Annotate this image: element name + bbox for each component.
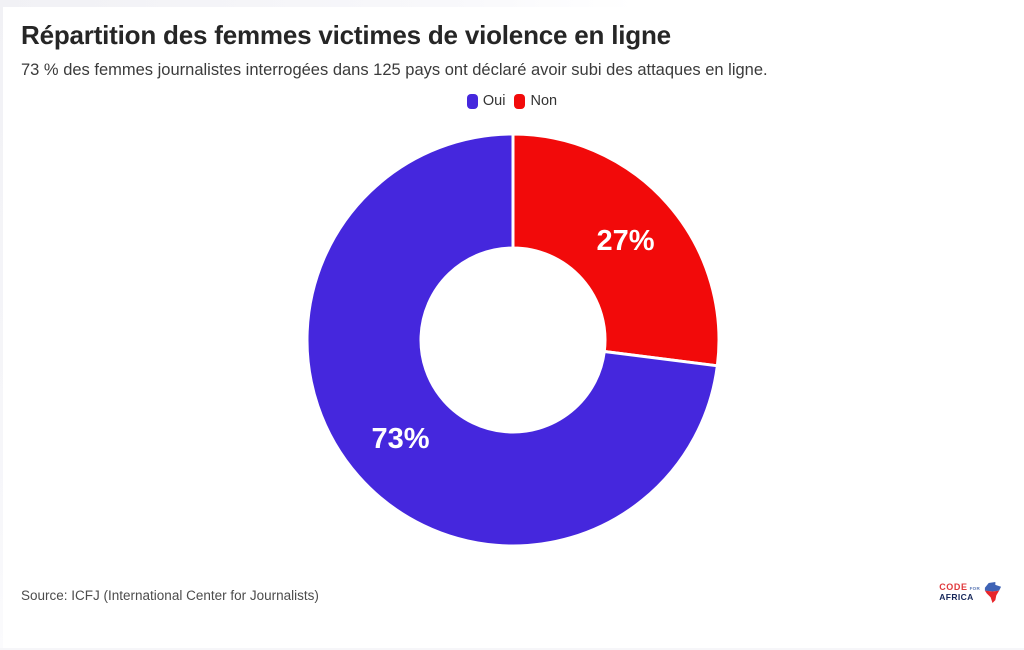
- chart-title: Répartition des femmes victimes de viole…: [21, 20, 671, 50]
- legend-label-oui: Oui: [482, 93, 506, 109]
- chart-subtitle: 73 % des femmes journalistes interrogées…: [21, 61, 768, 79]
- logo-code-text: CODE: [939, 582, 968, 593]
- source-note: Source: ICFJ (International Center for J…: [21, 588, 319, 603]
- window-edge-top: [0, 0, 635, 7]
- window-edge-left: [0, 0, 3, 650]
- legend-swatch-oui: [466, 93, 478, 109]
- chart-legend: Oui Non: [0, 93, 1024, 109]
- africa-map-top: [984, 582, 1002, 592]
- logo-for-text: FOR: [969, 586, 980, 592]
- legend-swatch-non: [514, 93, 526, 109]
- code-for-africa-logo[interactable]: CODE FOR AFRICA: [939, 581, 1002, 604]
- slice-label-oui: 73%: [371, 423, 429, 455]
- legend-label-non: Non: [530, 93, 558, 109]
- slice-label-non: 27%: [596, 225, 654, 257]
- africa-map-bottom: [984, 590, 1000, 603]
- donut-chart: 27% 73%: [305, 132, 721, 548]
- logo-africa-text: AFRICA: [939, 591, 974, 602]
- donut-slice-non[interactable]: [511, 132, 721, 368]
- africa-map-icon: [984, 582, 1002, 603]
- donut-slice-oui[interactable]: [305, 132, 719, 548]
- legend-item-non[interactable]: Non: [514, 93, 557, 109]
- legend-item-oui[interactable]: Oui: [466, 93, 506, 109]
- window-edge-bottom: [0, 648, 1024, 650]
